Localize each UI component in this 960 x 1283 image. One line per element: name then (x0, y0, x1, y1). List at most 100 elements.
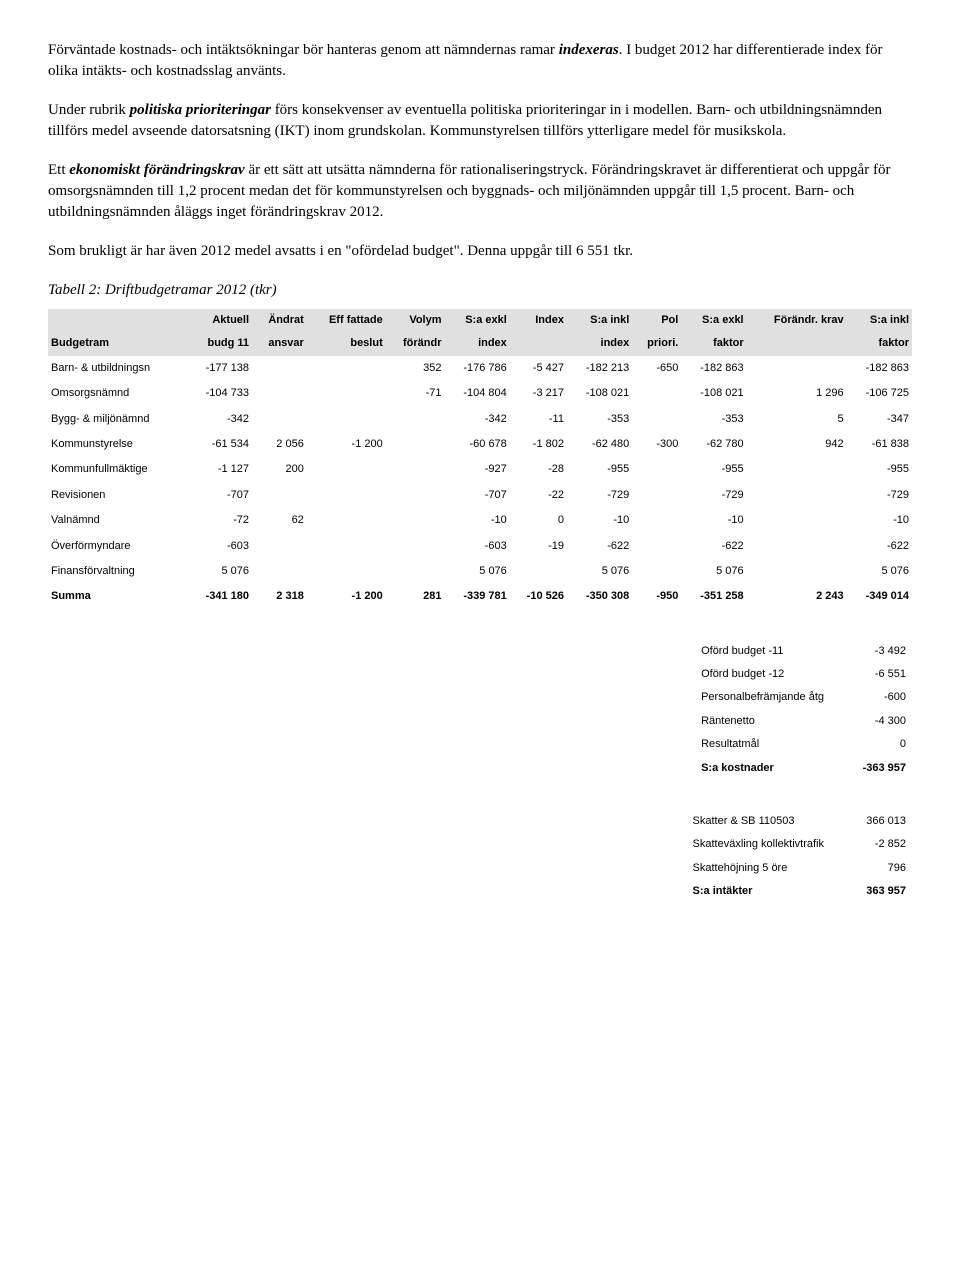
table-cell: -342 (187, 407, 252, 432)
table-cell: 5 076 (847, 559, 912, 584)
table-cell: -603 (445, 534, 510, 559)
table-cell: -955 (567, 457, 632, 482)
table-cell: Omsorgsnämnd (48, 381, 187, 406)
table-cell: -61 838 (847, 432, 912, 457)
table-cell: -342 (445, 407, 510, 432)
table-cell: -106 725 (847, 381, 912, 406)
summary-row: Räntenetto-4 300 (695, 710, 912, 733)
table-cell: -10 (567, 508, 632, 533)
table-header-cell: Index (510, 309, 567, 332)
table-cell (632, 457, 681, 482)
table-cell: -729 (847, 483, 912, 508)
table-cell: -622 (567, 534, 632, 559)
table-caption: Tabell 2: Driftbudgetramar 2012 (tkr) (48, 280, 912, 301)
table-cell: 5 076 (681, 559, 746, 584)
table-cell: -108 021 (567, 381, 632, 406)
table-cell: 5 076 (445, 559, 510, 584)
table-cell: -3 217 (510, 381, 567, 406)
summary-row: Personalbefrämjande åtg-600 (695, 686, 912, 709)
table-cell: 5 076 (187, 559, 252, 584)
table-cell: -176 786 (445, 356, 510, 381)
table-header-cell: S:a exkl (445, 309, 510, 332)
table-cell: Barn- & utbildningsn (48, 356, 187, 381)
table-cell: -1 802 (510, 432, 567, 457)
table-cell: Revisionen (48, 483, 187, 508)
table-cell: Summa (48, 584, 187, 609)
table-cell (386, 407, 445, 432)
table-cell: -950 (632, 584, 681, 609)
summary-row: Skatter & SB 110503366 013 (687, 810, 912, 833)
p1-emph: indexeras (559, 42, 619, 58)
table-cell: 1 296 (747, 381, 847, 406)
table-cell: -1 200 (307, 584, 386, 609)
table-header-cell: index (445, 332, 510, 355)
table-cell: -347 (847, 407, 912, 432)
table-cell (307, 407, 386, 432)
table-cell (307, 381, 386, 406)
table-cell: -177 138 (187, 356, 252, 381)
p2-emph: politiska prioriteringar (130, 102, 271, 118)
summary-label: Skatter & SB 110503 (687, 810, 830, 833)
summary-value: -600 (830, 686, 912, 709)
table-cell: -22 (510, 483, 567, 508)
table-cell: 2 243 (747, 584, 847, 609)
summary-value: -3 492 (830, 640, 912, 663)
table-cell: 281 (386, 584, 445, 609)
table-cell: 2 318 (252, 584, 307, 609)
summary-row: Skatteväxling kollektivtrafik-2 852 (687, 833, 912, 856)
summary-value: -4 300 (830, 710, 912, 733)
table-cell: -351 258 (681, 584, 746, 609)
table-cell: Bygg- & miljönämnd (48, 407, 187, 432)
table-header-cell: S:a inkl (567, 309, 632, 332)
summary-label: S:a kostnader (695, 757, 830, 780)
table-sum-row: Summa-341 1802 318-1 200281-339 781-10 5… (48, 584, 912, 609)
table-cell (386, 534, 445, 559)
summary-value: -6 551 (830, 663, 912, 686)
summary-label: Skattehöjning 5 öre (687, 857, 830, 880)
table-cell: -182 863 (847, 356, 912, 381)
table-cell: -707 (445, 483, 510, 508)
table-cell (386, 483, 445, 508)
table-header-cell: faktor (681, 332, 746, 355)
table-cell: -729 (681, 483, 746, 508)
table-row: Bygg- & miljönämnd-342-342-11-353-3535-3… (48, 407, 912, 432)
table-cell: 5 (747, 407, 847, 432)
table-cell: -10 (445, 508, 510, 533)
table-cell (747, 356, 847, 381)
summary-row: Oförd budget -11-3 492 (695, 640, 912, 663)
table-cell: -353 (567, 407, 632, 432)
summary-value: -2 852 (830, 833, 912, 856)
table-cell: 352 (386, 356, 445, 381)
table-cell: -19 (510, 534, 567, 559)
table-cell: -349 014 (847, 584, 912, 609)
table-cell: 2 056 (252, 432, 307, 457)
table-cell (252, 534, 307, 559)
table-cell (252, 407, 307, 432)
table-cell (307, 356, 386, 381)
table-row: Kommunfullmäktige-1 127200-927-28-955-95… (48, 457, 912, 482)
table-cell: 62 (252, 508, 307, 533)
table-cell: Kommunstyrelse (48, 432, 187, 457)
table-header-cell: faktor (847, 332, 912, 355)
table-cell: -182 213 (567, 356, 632, 381)
table-cell: -1 200 (307, 432, 386, 457)
p1-text-a: Förväntade kostnads- och intäktsökningar… (48, 42, 559, 58)
table-header-cell: budg 11 (187, 332, 252, 355)
table-cell (632, 483, 681, 508)
table-row: Kommunstyrelse-61 5342 056-1 200-60 678-… (48, 432, 912, 457)
summary-row: Skattehöjning 5 öre796 (687, 857, 912, 880)
table-cell (307, 508, 386, 533)
table-header-cell (510, 332, 567, 355)
table-cell: 0 (510, 508, 567, 533)
table-cell: -622 (847, 534, 912, 559)
table-header-cell: Eff fattade (307, 309, 386, 332)
table-cell (307, 483, 386, 508)
table-cell: -339 781 (445, 584, 510, 609)
table-cell: -927 (445, 457, 510, 482)
table-row: Barn- & utbildningsn-177 138 352-176 786 -… (48, 356, 912, 381)
table-row: Omsorgsnämnd-104 733-71-104 804-3 217-10… (48, 381, 912, 406)
table-cell: -300 (632, 432, 681, 457)
table-header-row-2: Budgetrambudg 11ansvarbeslutförändrindex… (48, 332, 912, 355)
summary-row: S:a kostnader-363 957 (695, 757, 912, 780)
summary-table-1: Oförd budget -11-3 492Oförd budget -12-6… (695, 640, 912, 780)
